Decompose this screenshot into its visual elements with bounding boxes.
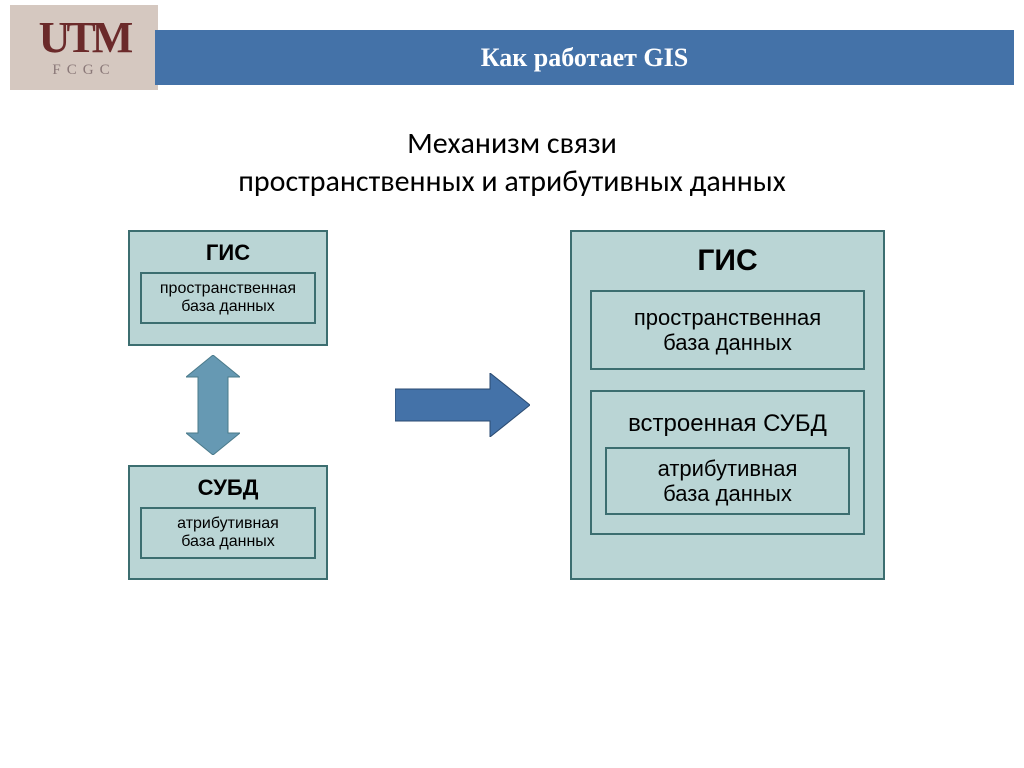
arrow-right-icon — [395, 373, 530, 437]
header-bar: Как работает GIS — [155, 30, 1014, 85]
gis-box-left: ГИС пространственнаябаза данных — [128, 230, 328, 346]
logo: UTM FCGC — [10, 5, 158, 90]
subtitle-line1: Механизм связи — [407, 125, 617, 162]
logo-sub-text: FCGC — [52, 62, 115, 79]
subtitle: Механизм связи пространственных и атрибу… — [0, 125, 1024, 200]
gis-box-right-section2: встроенная СУБД атрибутивнаябаза данных — [590, 390, 865, 535]
double-arrow-vertical-icon — [186, 355, 240, 455]
subd-box-left-title: СУБД — [198, 475, 259, 501]
logo-main-text: UTM — [39, 16, 130, 60]
gis-box-right-section2-title: встроенная СУБД — [628, 410, 827, 438]
page-title: Как работает GIS — [481, 43, 688, 73]
gis-box-right-title: ГИС — [697, 244, 757, 278]
subtitle-line2: пространственных и атрибутивных данных — [238, 163, 786, 200]
gis-box-right-sub2: атрибутивнаябаза данных — [605, 447, 850, 515]
gis-box-right-sub1: пространственнаябаза данных — [590, 290, 865, 370]
gis-box-right: ГИС пространственнаябаза данных встроенн… — [570, 230, 885, 580]
subd-box-left-sub: атрибутивнаябаза данных — [140, 507, 316, 559]
subd-box-left: СУБД атрибутивнаябаза данных — [128, 465, 328, 580]
gis-box-left-sub: пространственнаябаза данных — [140, 272, 316, 324]
gis-box-left-title: ГИС — [206, 240, 250, 266]
